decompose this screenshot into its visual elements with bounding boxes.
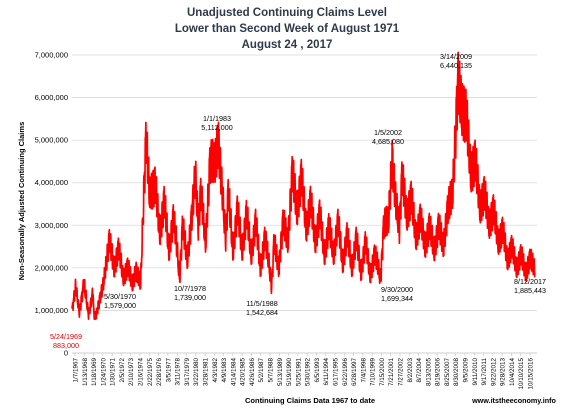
x-tick-label: 10/10/2015 <box>518 358 525 390</box>
x-tick-label: 9/22/2012 <box>490 358 497 387</box>
chart-title-line-1: Unadjusted Continuing Claims Level <box>187 7 387 19</box>
annotation-value: 1,739,000 <box>174 293 206 302</box>
x-tick-label: 5/13/1989 <box>277 358 284 387</box>
x-tick-label: 6/28/1997 <box>351 358 358 387</box>
x-tick-label: 4/20/1985 <box>240 358 247 387</box>
y-tick-labels: 0 1,000,000 2,000,000 3,000,000 4,000,000 5,0… <box>35 51 68 358</box>
x-axis-label: Continuing Claims Data 1967 to date <box>245 396 375 405</box>
annotation-date: 1/5/2002 <box>374 128 402 137</box>
x-tick-label: 2/28/1976 <box>156 358 163 387</box>
y-tick-label: 3,000,000 <box>35 221 68 230</box>
annotation-value: 1,579,000 <box>104 301 136 310</box>
x-tick-label: 10/4/2014 <box>509 358 516 387</box>
annotation-date: 8/12/2017 <box>514 277 546 286</box>
annotation-date: 3/14/2009 <box>440 52 472 61</box>
continuing-claims-series <box>71 51 536 321</box>
x-tick-label: 6/22/1996 <box>342 358 349 387</box>
y-tick-label: 4,000,000 <box>35 178 68 187</box>
x-tick-label: 8/13/2005 <box>425 358 432 387</box>
x-tick-label: 9/17/2011 <box>481 358 488 386</box>
series-line <box>71 51 536 321</box>
x-tick-label: 3/11/1978 <box>175 358 182 386</box>
y-tick-label: 1,000,000 <box>35 306 68 315</box>
source-credit: www.itstheeconomy.info <box>471 396 556 405</box>
annotation-date: 5/30/1970 <box>104 292 136 301</box>
annotation-value: 883,000 <box>53 341 79 350</box>
x-tick-label: 8/19/2006 <box>435 358 442 387</box>
x-tick-label: 2/10/1973 <box>128 358 135 387</box>
x-tick-label: 5/30/1992 <box>305 358 312 387</box>
y-tick-label: 6,000,000 <box>35 93 68 102</box>
x-tick-label: 4/3/1982 <box>212 358 219 383</box>
x-tick-label: 10/15/2016 <box>528 358 535 390</box>
annotation-date: 9/30/2000 <box>381 285 413 294</box>
x-tick-label: 2/5/1972 <box>119 358 126 383</box>
x-tick-label: 9/11/2010 <box>472 358 479 386</box>
x-tick-label: 8/2/2003 <box>407 358 414 383</box>
annotation-value: 1,885,443 <box>514 286 546 295</box>
x-tick-label: 8/30/2008 <box>453 358 460 387</box>
annotation-value: 1,699,344 <box>381 294 413 303</box>
x-tick-label: 8/7/2004 <box>416 358 423 383</box>
x-tick-label: 9/28/2013 <box>500 358 507 387</box>
x-tick-label: 1/18/1969 <box>91 358 98 387</box>
x-tick-label: 5/7/1988 <box>268 358 275 383</box>
x-tick-label: 3/22/1980 <box>193 358 200 387</box>
annotation-value: 4,685,080 <box>372 137 404 146</box>
annotation-value: 1,542,684 <box>246 308 278 317</box>
x-tick-label: 7/21/2001 <box>388 358 395 387</box>
x-tick-label: 7/10/1999 <box>370 358 377 387</box>
x-tick-label: 8/25/2007 <box>444 358 451 387</box>
annotation-date: 1/1/1983 <box>203 114 231 123</box>
x-tick-label: 3/5/1977 <box>165 358 172 383</box>
annotation-date: 10/7/1978 <box>174 284 206 293</box>
x-tick-label: 1/7/1967 <box>73 358 80 383</box>
annotation-date: 5/24/1969 <box>50 332 82 341</box>
x-tick-label: 1/30/1971 <box>110 358 117 387</box>
x-tick-label: 6/17/1995 <box>333 358 340 387</box>
y-tick-label: 0 <box>64 349 68 358</box>
x-tick-label: 9/5/2009 <box>463 358 470 383</box>
x-tick-label: 7/27/2002 <box>398 358 405 387</box>
x-tick-label: 4/14/1984 <box>230 358 237 387</box>
x-tick-label: 1/24/1970 <box>100 358 107 387</box>
x-tick-label: 3/28/1981 <box>203 358 210 387</box>
x-tick-label: 5/19/1990 <box>286 358 293 387</box>
x-tick-label: 1/13/1968 <box>82 358 89 387</box>
chart-title-line-3: August 24 , 2017 <box>242 39 333 51</box>
annotation-date: 11/5/1988 <box>246 299 277 308</box>
y-tick-label: 5,000,000 <box>35 136 68 145</box>
x-tick-label: 5/25/1991 <box>295 358 302 387</box>
x-tick-label: 2/22/1975 <box>147 358 154 387</box>
annotation-value: 6,440,135 <box>440 61 472 70</box>
chart-title-line-2: Lower than Second Week of August 1971 <box>175 23 400 35</box>
y-axis-label: Non-Seasonally Adjusted Continuing Claim… <box>17 122 26 281</box>
x-tick-label: 6/5/1993 <box>314 358 321 383</box>
x-tick-label: 4/26/1986 <box>249 358 256 387</box>
x-tick-label: 5/2/1987 <box>258 358 265 383</box>
x-tick-label: 3/17/1979 <box>184 358 191 387</box>
x-tick-label: 4/9/1983 <box>221 358 228 383</box>
x-tick-label: 7/4/1998 <box>360 358 367 383</box>
x-tick-labels: 1/7/1967 1/13/1968 1/18/1969 1/24/1970 1/30/… <box>73 353 535 390</box>
annotation-value: 5,112,000 <box>201 123 232 132</box>
x-tick-label: 6/11/1994 <box>323 358 330 386</box>
y-tick-label: 2,000,000 <box>35 263 68 272</box>
x-tick-label: 7/15/2000 <box>379 358 386 387</box>
y-tick-label: 7,000,000 <box>35 51 68 60</box>
x-tick-label: 2/16/1974 <box>138 358 145 387</box>
